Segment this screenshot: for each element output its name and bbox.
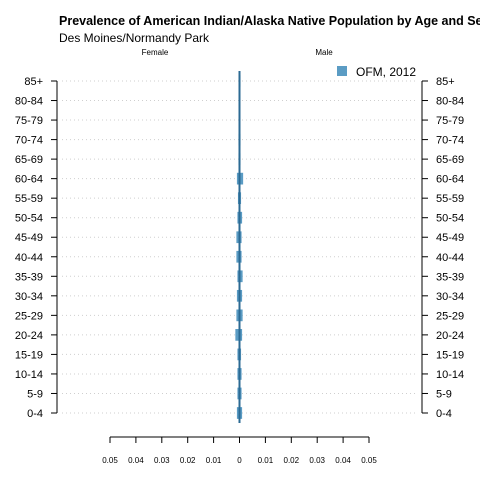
- right-y-tick-label-30-34: 30-34: [436, 291, 464, 303]
- right-y-tick-label-60-64: 60-64: [436, 174, 464, 186]
- left-y-tick-label-70-74: 70-74: [15, 135, 43, 147]
- right-y-tick-label-10-14: 10-14: [436, 369, 464, 381]
- legend-swatch: [337, 66, 347, 76]
- bar-male-45-49: [239, 231, 242, 244]
- x-tick-label-7: 0.02: [284, 456, 300, 465]
- left-y-tick-label-40-44: 40-44: [15, 252, 43, 264]
- chart-subtitle: Des Moines/Normandy Park: [59, 31, 210, 45]
- male-side-label: Male: [315, 48, 333, 57]
- x-tick-label-0: 0.05: [102, 456, 118, 465]
- left-y-tick-label-45-49: 45-49: [15, 232, 43, 244]
- legend-label: OFM, 2012: [356, 65, 416, 79]
- right-y-tick-label-0-4: 0-4: [436, 408, 452, 420]
- bar-male-30-34: [239, 289, 243, 302]
- right-y-tick-label-75-79: 75-79: [436, 115, 464, 127]
- bar-female-60-64: [236, 172, 240, 185]
- tick-labels: 0-4 0-4 5-9 5-9 10-14 10-14 15-19 15-19 20-24 20-…: [15, 76, 464, 465]
- left-y-tick-label-15-19: 15-19: [15, 349, 43, 361]
- left-y-tick-label-30-34: 30-34: [15, 291, 43, 303]
- left-y-tick-label-35-39: 35-39: [15, 271, 43, 283]
- bar-female-25-29: [236, 309, 240, 322]
- left-y-tick-label-80-84: 80-84: [15, 96, 43, 108]
- x-tick-label-10: 0.05: [361, 456, 377, 465]
- right-y-tick-label-65-69: 65-69: [436, 154, 464, 166]
- x-tick-label-4: 0.01: [206, 456, 222, 465]
- right-y-tick-label-5-9: 5-9: [436, 388, 452, 400]
- left-y-tick-label-85+: 85+: [24, 76, 43, 88]
- bar-male-40-44: [239, 250, 242, 263]
- right-y-tick-label-80-84: 80-84: [436, 96, 464, 108]
- bar-male-50-54: [239, 211, 243, 224]
- x-tick-label-3: 0.02: [180, 456, 196, 465]
- bar-female-45-49: [236, 231, 240, 244]
- left-y-tick-label-10-14: 10-14: [15, 369, 43, 381]
- bar-male-10-14: [239, 368, 242, 380]
- left-y-tick-label-5-9: 5-9: [27, 388, 43, 400]
- right-y-tick-label-50-54: 50-54: [436, 213, 464, 225]
- bar-male-0-4: [239, 407, 243, 419]
- left-y-tick-label-60-64: 60-64: [15, 174, 43, 186]
- bar-female-35-39: [237, 270, 240, 283]
- bar-female-20-24: [235, 329, 240, 341]
- bar-male-60-64: [239, 172, 244, 185]
- right-y-tick-label-35-39: 35-39: [436, 271, 464, 283]
- female-side-label: Female: [142, 48, 169, 57]
- bar-male-35-39: [239, 270, 243, 283]
- bars: [235, 71, 244, 423]
- right-y-tick-label-55-59: 55-59: [436, 193, 464, 205]
- right-y-tick-label-15-19: 15-19: [436, 349, 464, 361]
- left-y-tick-label-55-59: 55-59: [15, 193, 43, 205]
- x-tick-label-6: 0.01: [258, 456, 274, 465]
- right-y-tick-label-70-74: 70-74: [436, 135, 464, 147]
- right-y-tick-label-25-29: 25-29: [436, 310, 464, 322]
- bar-female-5-9: [237, 387, 240, 400]
- left-y-tick-label-25-29: 25-29: [15, 310, 43, 322]
- x-tick-label-9: 0.04: [335, 456, 351, 465]
- left-y-tick-label-0-4: 0-4: [27, 408, 43, 420]
- bar-female-30-34: [236, 289, 240, 302]
- right-y-tick-label-85+: 85+: [436, 76, 455, 88]
- x-tick-label-5: 0: [237, 456, 242, 465]
- left-y-tick-label-75-79: 75-79: [15, 115, 43, 127]
- right-y-tick-label-20-24: 20-24: [436, 330, 464, 342]
- bar-female-40-44: [236, 250, 240, 263]
- chart-title: Prevalence of American Indian/Alaska Nat…: [59, 14, 480, 28]
- x-tick-label-2: 0.03: [154, 456, 170, 465]
- left-y-tick-label-50-54: 50-54: [15, 213, 43, 225]
- bar-female-50-54: [237, 211, 240, 224]
- x-tick-label-1: 0.04: [128, 456, 144, 465]
- right-y-tick-label-45-49: 45-49: [436, 232, 464, 244]
- bar-female-15-19: [237, 348, 240, 361]
- bar-male-25-29: [239, 309, 243, 322]
- left-y-tick-label-65-69: 65-69: [15, 154, 43, 166]
- bar-male-20-24: [239, 329, 243, 341]
- bar-female-10-14: [237, 368, 240, 380]
- x-tick-label-8: 0.03: [309, 456, 325, 465]
- bar-female-0-4: [236, 407, 240, 419]
- legend: OFM, 2012: [337, 65, 416, 79]
- right-y-tick-label-40-44: 40-44: [436, 252, 464, 264]
- bar-male-5-9: [239, 387, 242, 400]
- axes: [51, 80, 428, 443]
- left-y-tick-label-20-24: 20-24: [15, 330, 43, 342]
